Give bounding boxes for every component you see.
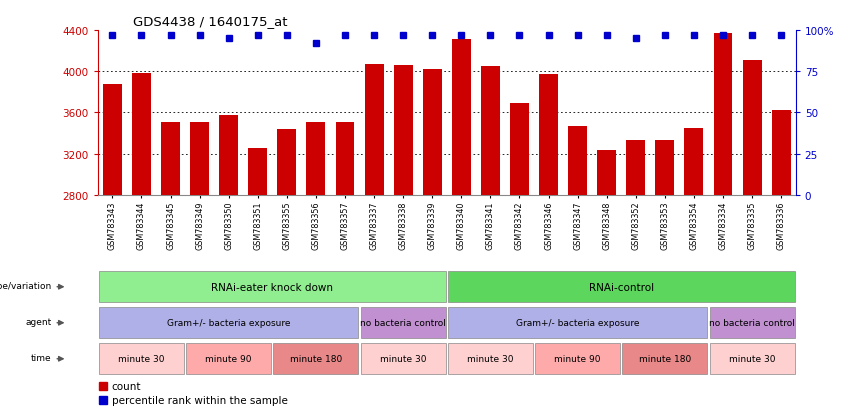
Text: no bacteria control: no bacteria control	[709, 318, 795, 328]
Bar	[448, 343, 533, 375]
Text: minute 30: minute 30	[380, 354, 426, 363]
Bar	[710, 343, 795, 375]
Bar	[99, 343, 184, 375]
Text: Gram+/- bacteria exposure: Gram+/- bacteria exposure	[516, 318, 639, 328]
Bar	[510, 104, 529, 196]
Bar	[448, 271, 795, 303]
Bar	[710, 307, 795, 339]
Bar	[103, 85, 122, 196]
Bar	[394, 66, 413, 196]
Bar	[186, 343, 271, 375]
Bar	[684, 128, 704, 196]
Bar	[220, 115, 238, 196]
Text: agent: agent	[26, 317, 51, 326]
Text: no bacteria control: no bacteria control	[360, 318, 446, 328]
Text: minute 30: minute 30	[118, 354, 165, 363]
Bar	[539, 75, 558, 196]
Text: minute 180: minute 180	[290, 354, 342, 363]
Text: count: count	[111, 381, 141, 391]
Text: RNAi-eater knock down: RNAi-eater knock down	[211, 282, 334, 292]
Text: minute 30: minute 30	[728, 354, 775, 363]
Bar	[448, 307, 707, 339]
Text: minute 90: minute 90	[554, 354, 601, 363]
Bar	[481, 66, 500, 196]
Text: genotype/variation: genotype/variation	[0, 281, 51, 290]
Bar	[161, 122, 180, 196]
Bar	[335, 122, 355, 196]
Bar	[306, 122, 325, 196]
Bar	[132, 74, 151, 196]
Bar	[277, 130, 296, 196]
Text: minute 180: minute 180	[639, 354, 691, 363]
Bar	[364, 64, 384, 196]
Bar	[273, 343, 358, 375]
Bar	[622, 343, 707, 375]
Text: minute 90: minute 90	[205, 354, 252, 363]
Bar	[248, 148, 267, 196]
Bar	[568, 126, 587, 196]
Bar	[99, 271, 446, 303]
Bar	[361, 343, 446, 375]
Text: time: time	[31, 353, 51, 362]
Text: minute 30: minute 30	[467, 354, 514, 363]
Bar	[713, 33, 733, 196]
Bar	[626, 141, 645, 196]
Bar	[655, 141, 674, 196]
Bar	[361, 307, 446, 339]
Bar	[423, 70, 442, 196]
Bar	[535, 343, 620, 375]
Bar	[743, 61, 762, 196]
Text: GDS4438 / 1640175_at: GDS4438 / 1640175_at	[133, 15, 288, 28]
Text: Gram+/- bacteria exposure: Gram+/- bacteria exposure	[167, 318, 290, 328]
Bar	[190, 122, 209, 196]
Text: percentile rank within the sample: percentile rank within the sample	[111, 396, 288, 406]
Bar	[597, 150, 616, 196]
Bar	[452, 40, 471, 196]
Text: RNAi-control: RNAi-control	[589, 282, 654, 292]
Bar	[772, 111, 791, 196]
Bar	[99, 307, 358, 339]
